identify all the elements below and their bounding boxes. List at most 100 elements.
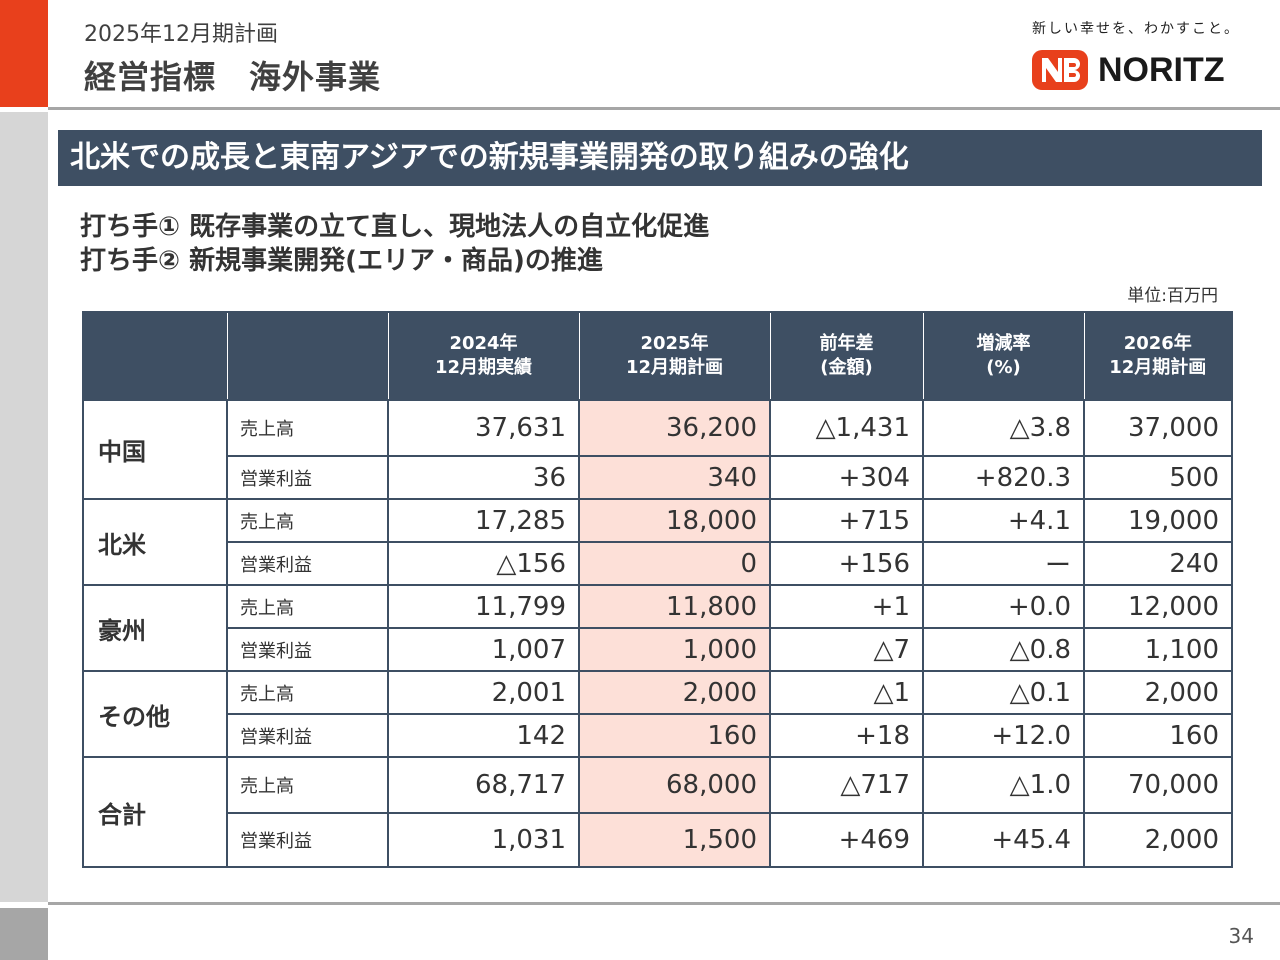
cell-2024: 11,799	[387, 584, 580, 629]
cell-2026-plan: 1,100	[1083, 627, 1233, 672]
cell-2025-plan: 340	[578, 455, 771, 500]
header-divider	[48, 107, 1280, 110]
row-item-operating-profit: 営業利益	[226, 627, 389, 672]
cell-yoy-rate: +820.3	[922, 455, 1085, 500]
cell-2025-plan: 1,000	[578, 627, 771, 672]
cell-yoy-rate: +0.0	[922, 584, 1085, 629]
noritz-logo: NORITZ	[1032, 50, 1225, 90]
cell-yoy-amount: +156	[769, 541, 924, 586]
cell-2024: 68,717	[387, 756, 580, 814]
cell-2026-plan: 500	[1083, 455, 1233, 500]
table-row: 豪州 売上高 11,799 11,800 +1 +0.0 12,000	[82, 584, 1233, 672]
table-row: 合計 売上高 68,717 68,000 △717 △1.0 70,000	[82, 756, 1233, 868]
accent-bar-top	[0, 0, 48, 107]
cell-yoy-rate: △1.0	[922, 756, 1085, 814]
row-item-sales: 売上高	[226, 399, 389, 457]
region-others: その他	[82, 670, 228, 758]
cell-yoy-amount: +304	[769, 455, 924, 500]
region-north-america: 北米	[82, 498, 228, 586]
cell-yoy-amount: +715	[769, 498, 924, 543]
cell-2025-plan: 36,200	[578, 399, 771, 457]
cell-yoy-amount: +18	[769, 713, 924, 758]
cell-yoy-amount: △1	[769, 670, 924, 715]
cell-2025-plan: 2,000	[578, 670, 771, 715]
section-banner: 北米での成長と東南アジアでの新規事業開発の取り組みの強化	[58, 130, 1262, 186]
table-row: その他 売上高 2,001 2,000 △1 △0.1 2,000	[82, 670, 1233, 758]
header-item	[226, 311, 389, 401]
cell-yoy-rate: △0.1	[922, 670, 1085, 715]
region-australia: 豪州	[82, 584, 228, 672]
table-row: 中国 売上高 37,631 36,200 △1,431 △3.8 37,000	[82, 399, 1233, 500]
cell-yoy-rate: △0.8	[922, 627, 1085, 672]
brand-tagline: 新しい幸せを、わかすこと。	[1032, 21, 1240, 37]
table-header-row: 2024年 12月期実績 2025年 12月期計画 前年差 (金額) 増減率 (…	[82, 311, 1233, 401]
table-row: 営業利益 36 340 +304 +820.3 500	[83, 455, 1233, 500]
cell-yoy-rate: +4.1	[922, 498, 1085, 543]
page-number: 34	[1228, 924, 1254, 948]
cell-2024: 142	[387, 713, 580, 758]
cell-2024: 2,001	[387, 670, 580, 715]
cell-2024: 1,031	[387, 812, 580, 868]
unit-label: 単位:百万円	[1127, 286, 1218, 306]
cell-2024: 36	[387, 455, 580, 500]
side-bar-middle	[0, 112, 48, 902]
noritz-logo-icon	[1032, 50, 1088, 90]
row-item-operating-profit: 営業利益	[226, 713, 389, 758]
header-yoy-rate: 増減率 (%)	[922, 311, 1085, 401]
cell-2024: △156	[387, 541, 580, 586]
header-region	[82, 311, 228, 401]
table-row: 営業利益 1,031 1,500 +469 +45.4 2,000	[83, 812, 1233, 868]
cell-2024: 17,285	[387, 498, 580, 543]
cell-2026-plan: 37,000	[1083, 399, 1233, 457]
cell-2024: 1,007	[387, 627, 580, 672]
slide-subtitle: 2025年12月期計画	[84, 22, 278, 47]
cell-2024: 37,631	[387, 399, 580, 457]
table-row: 営業利益 142 160 +18 +12.0 160	[83, 713, 1233, 758]
cell-2026-plan: 240	[1083, 541, 1233, 586]
cell-2026-plan: 2,000	[1083, 812, 1233, 868]
row-item-sales: 売上高	[226, 584, 389, 629]
cell-2026-plan: 19,000	[1083, 498, 1233, 543]
region-total: 合計	[82, 756, 228, 868]
row-item-sales: 売上高	[226, 756, 389, 814]
cell-2026-plan: 12,000	[1083, 584, 1233, 629]
region-china: 中国	[82, 399, 228, 500]
cell-2026-plan: 70,000	[1083, 756, 1233, 814]
header-2025-plan: 2025年 12月期計画	[578, 311, 771, 401]
initiative-1: 打ち手① 既存事業の立て直し、現地法人の自立化促進	[80, 212, 710, 242]
header-yoy-amount: 前年差 (金額)	[769, 311, 924, 401]
table-row: 営業利益 △156 0 +156 ー 240	[83, 541, 1233, 586]
logo-wordmark: NORITZ	[1098, 50, 1225, 89]
cell-yoy-rate: +45.4	[922, 812, 1085, 868]
cell-yoy-rate: +12.0	[922, 713, 1085, 758]
header-2026-plan: 2026年 12月期計画	[1083, 311, 1233, 401]
row-item-sales: 売上高	[226, 498, 389, 543]
initiative-2: 打ち手② 新規事業開発(エリア・商品)の推進	[80, 246, 603, 276]
cell-yoy-amount: △1,431	[769, 399, 924, 457]
cell-2025-plan: 18,000	[578, 498, 771, 543]
cell-yoy-amount: △717	[769, 756, 924, 814]
row-item-sales: 売上高	[226, 670, 389, 715]
cell-2026-plan: 160	[1083, 713, 1233, 758]
cell-yoy-amount: △7	[769, 627, 924, 672]
cell-yoy-amount: +469	[769, 812, 924, 868]
cell-2025-plan: 11,800	[578, 584, 771, 629]
cell-2025-plan: 1,500	[578, 812, 771, 868]
header-2024-actual: 2024年 12月期実績	[387, 311, 580, 401]
footer-divider	[48, 902, 1280, 905]
cell-2026-plan: 2,000	[1083, 670, 1233, 715]
side-bar-bottom	[0, 908, 48, 960]
cell-yoy-amount: +1	[769, 584, 924, 629]
row-item-operating-profit: 営業利益	[226, 812, 389, 868]
table-row: 営業利益 1,007 1,000 △7 △0.8 1,100	[83, 627, 1233, 672]
cell-yoy-rate: ー	[922, 541, 1085, 586]
cell-2025-plan: 68,000	[578, 756, 771, 814]
row-item-operating-profit: 営業利益	[226, 455, 389, 500]
cell-yoy-rate: △3.8	[922, 399, 1085, 457]
cell-2025-plan: 160	[578, 713, 771, 758]
table-row: 北米 売上高 17,285 18,000 +715 +4.1 19,000	[82, 498, 1233, 586]
overseas-indicators-table: 2024年 12月期実績 2025年 12月期計画 前年差 (金額) 増減率 (…	[82, 311, 1233, 868]
row-item-operating-profit: 営業利益	[226, 541, 389, 586]
slide-title: 経営指標 海外事業	[84, 58, 382, 96]
cell-2025-plan: 0	[578, 541, 771, 586]
